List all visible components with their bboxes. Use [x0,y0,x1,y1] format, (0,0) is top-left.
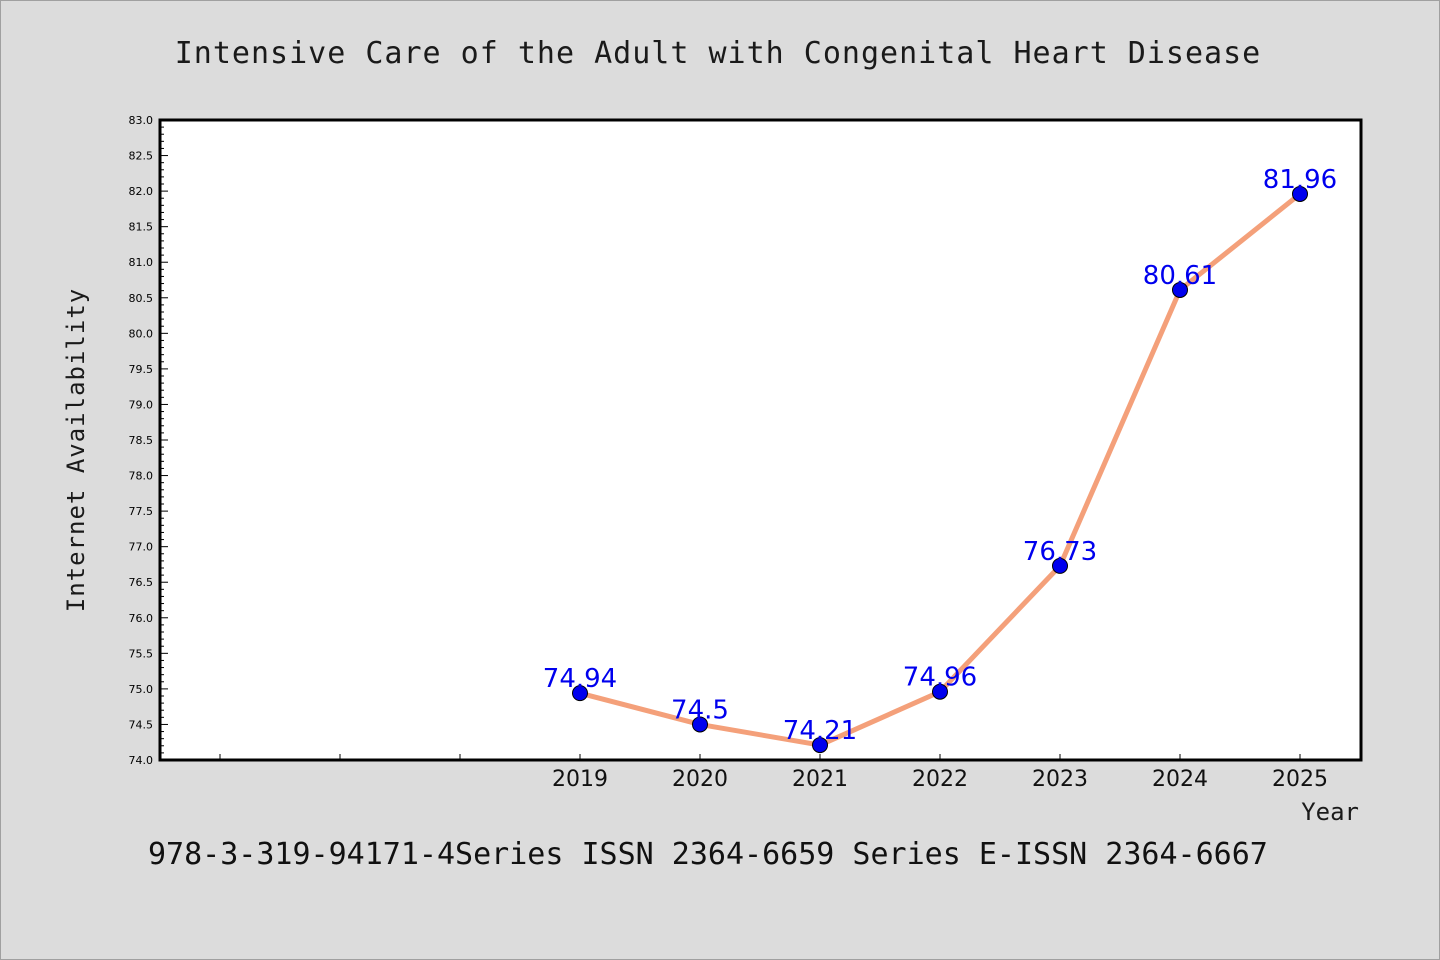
y-tick-label: 80.5 [129,292,154,305]
data-label: 74.94 [543,664,617,694]
y-tick-label: 82.0 [129,185,154,198]
x-tick-label: 2022 [912,767,968,792]
y-tick-label: 79.5 [129,363,154,376]
data-point [692,716,708,733]
y-tick-label: 76.0 [129,612,154,625]
y-tick-label: 78.0 [129,470,154,483]
y-tick-label: 78.5 [129,434,154,447]
x-tick-label: 2024 [1152,767,1208,792]
y-tick-label: 74.0 [129,754,154,767]
data-label: 74.21 [783,716,857,746]
data-point [1172,281,1188,298]
y-tick-label: 75.0 [129,683,154,696]
y-tick-label: 80.0 [129,327,154,340]
y-axis-label: Internet Availability [62,288,90,612]
chart-title: Intensive Care of the Adult with Congeni… [175,36,1262,71]
data-label: 74.96 [903,663,977,693]
x-tick-label: 2019 [552,767,608,792]
data-label: 80.61 [1143,261,1217,291]
plot-area [158,118,1363,762]
data-label: 76.73 [1023,537,1097,567]
data-point [1052,557,1068,574]
data-labels: 74.94 74.5 74.21 74.96 76.73 80.61 81.96 [543,165,1337,746]
x-tick-label: 2021 [792,767,848,792]
y-tick-label: 76.5 [129,576,154,589]
data-point [932,683,948,700]
x-tick-label: 2020 [672,767,728,792]
data-label: 74.5 [671,695,729,725]
y-tick-label: 75.5 [129,647,154,660]
data-point [1292,185,1308,202]
y-tick-label: 79.0 [129,398,154,411]
x-tick-label: 2023 [1032,767,1088,792]
data-points [572,185,1308,754]
data-point [812,737,828,754]
y-tick-label: 74.5 [129,718,154,731]
y-tick-label: 81.5 [129,221,154,234]
x-tick-label: 2025 [1272,767,1328,792]
y-tick-label: 82.5 [129,150,154,163]
y-tick-label: 77.0 [129,541,154,554]
y-tick-label: 83.0 [129,114,154,127]
x-axis-label: Year [1301,798,1359,826]
y-axis: 74.0 74.5 75.0 75.5 76.0 76.5 77.0 77.5 78.0 78.5… [129,114,168,767]
x-axis: 2019 2020 2021 2022 2023 2024 2025 [219,754,1328,792]
y-tick-label: 81.0 [129,256,154,269]
footer-text: 978-3-319-94171-4Series ISSN 2364-6659 S… [148,837,1268,872]
y-tick-label: 77.5 [129,505,154,518]
data-point [572,685,588,702]
data-label: 81.96 [1263,165,1337,195]
